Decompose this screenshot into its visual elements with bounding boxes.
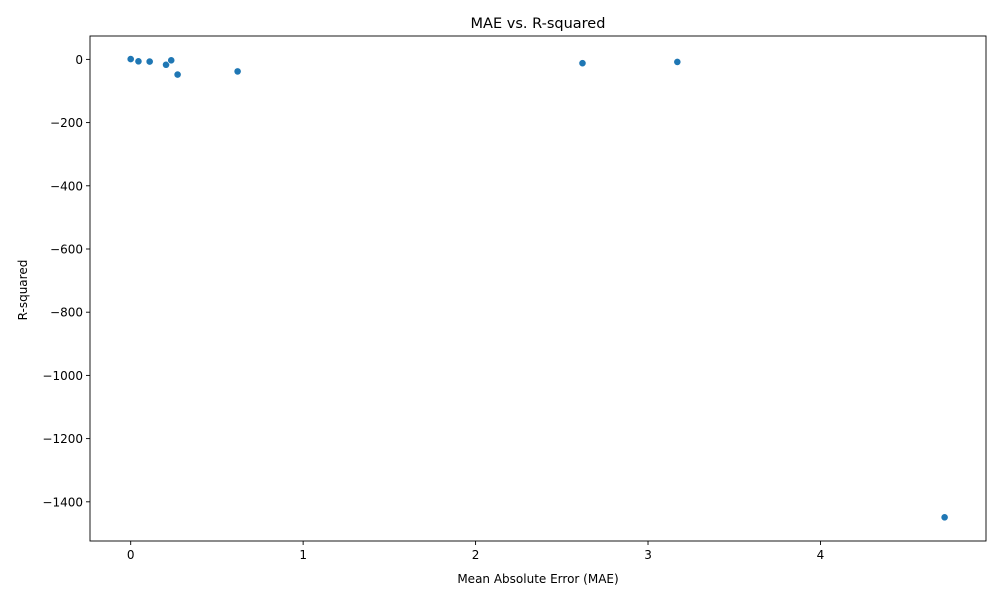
x-tick-label: 3 xyxy=(644,548,652,562)
x-tick-label: 2 xyxy=(472,548,480,562)
chart-title: MAE vs. R-squared xyxy=(471,16,606,32)
x-tick-label: 0 xyxy=(127,548,135,562)
y-axis-label: R-squared xyxy=(16,260,30,321)
data-point xyxy=(145,57,154,66)
plot-frame xyxy=(89,35,987,542)
y-tick-label: −1000 xyxy=(42,369,83,383)
data-point xyxy=(673,58,682,66)
data-point xyxy=(134,57,143,66)
y-tick-label: −200 xyxy=(50,116,83,130)
data-point xyxy=(578,59,587,68)
x-axis-label: Mean Absolute Error (MAE) xyxy=(457,572,618,586)
axis-ticks: 0 1 2 3 4 0 −200 −400 −600 −800 −1000 −1200 −1400 xyxy=(42,53,824,562)
x-tick-label: 1 xyxy=(299,548,307,562)
y-tick-label: 0 xyxy=(75,53,83,67)
y-tick-label: −800 xyxy=(50,306,83,320)
data-points xyxy=(126,55,949,522)
data-point xyxy=(126,55,135,63)
data-point xyxy=(167,56,176,65)
y-tick-label: −1400 xyxy=(42,495,83,509)
x-tick-label: 4 xyxy=(817,548,825,562)
data-point xyxy=(173,70,182,79)
y-tick-label: −600 xyxy=(50,242,83,256)
y-tick-label: −400 xyxy=(50,179,83,193)
y-tick-label: −1200 xyxy=(42,432,83,446)
data-point xyxy=(940,513,949,522)
data-point xyxy=(162,60,170,69)
data-point xyxy=(233,67,242,76)
